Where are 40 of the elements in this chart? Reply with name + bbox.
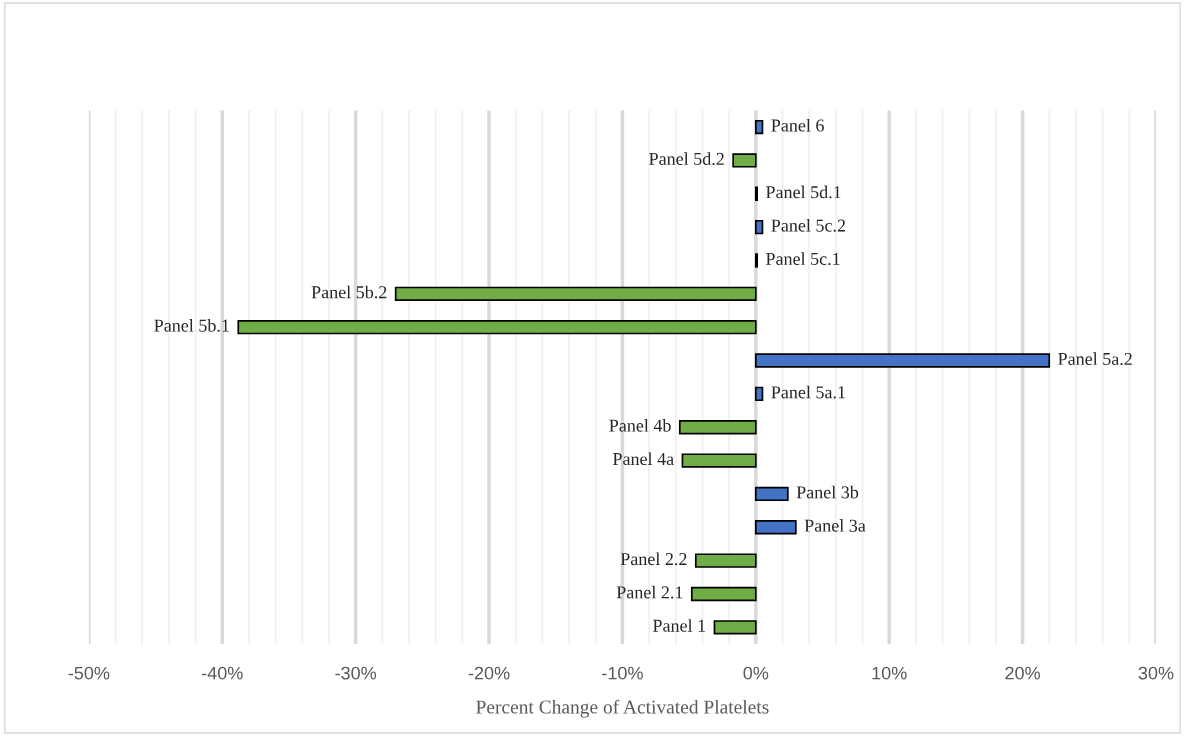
x-tick-label: -10% bbox=[602, 666, 643, 680]
bar bbox=[690, 586, 757, 602]
bar bbox=[394, 286, 757, 301]
x-tick-label: 20% bbox=[1005, 666, 1041, 680]
y-tick-label: Panel 5c.2 bbox=[771, 218, 846, 232]
y-tick-label: Panel 4a bbox=[612, 452, 674, 466]
x-tick-label: -50% bbox=[68, 666, 110, 680]
y-tick-label: Panel 6 bbox=[771, 118, 824, 132]
y-tick-label: Panel 1 bbox=[652, 619, 706, 632]
y-tick-label: Panel 3a bbox=[804, 519, 866, 532]
y-tick-label: Panel 5d.2 bbox=[649, 152, 724, 166]
bar bbox=[754, 486, 789, 502]
y-tick-label: Panel 5d.1 bbox=[765, 185, 841, 199]
y-tick-label: Panel 2.1 bbox=[616, 585, 683, 599]
bar bbox=[713, 620, 757, 635]
x-tick-label: -20% bbox=[468, 666, 510, 680]
y-tick-label: Panel 5b.1 bbox=[154, 318, 229, 332]
x-tick-label: 10% bbox=[872, 666, 907, 680]
x-axis-title: Percent Change of Activated Platelets bbox=[476, 699, 769, 718]
bar bbox=[694, 553, 757, 568]
bar bbox=[754, 386, 764, 402]
bar bbox=[678, 420, 757, 435]
y-tick-label: Panel 3b bbox=[796, 485, 859, 499]
x-tick-label: -40% bbox=[201, 666, 243, 680]
bar bbox=[754, 119, 764, 135]
y-tick-label: Panel 5a.2 bbox=[1058, 352, 1132, 366]
bar bbox=[237, 320, 757, 335]
bar bbox=[754, 353, 1051, 368]
y-tick-label: Panel 4b bbox=[609, 419, 671, 432]
y-tick-label: Panel 2.2 bbox=[620, 552, 687, 566]
bar bbox=[754, 520, 797, 535]
x-tick-label: 0% bbox=[743, 666, 769, 680]
y-tick-label: Panel 5a.1 bbox=[771, 385, 845, 399]
x-tick-label: 30% bbox=[1138, 666, 1174, 680]
bar bbox=[681, 453, 757, 468]
bar bbox=[732, 153, 757, 168]
y-tick-label: Panel 5b.2 bbox=[311, 285, 387, 299]
y-tick-label: Panel 5c.1 bbox=[765, 252, 840, 266]
bar bbox=[754, 219, 764, 235]
x-tick-label: -30% bbox=[335, 666, 377, 680]
